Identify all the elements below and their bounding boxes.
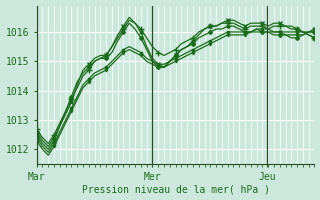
X-axis label: Pression niveau de la mer( hPa ): Pression niveau de la mer( hPa ) [82, 184, 269, 194]
